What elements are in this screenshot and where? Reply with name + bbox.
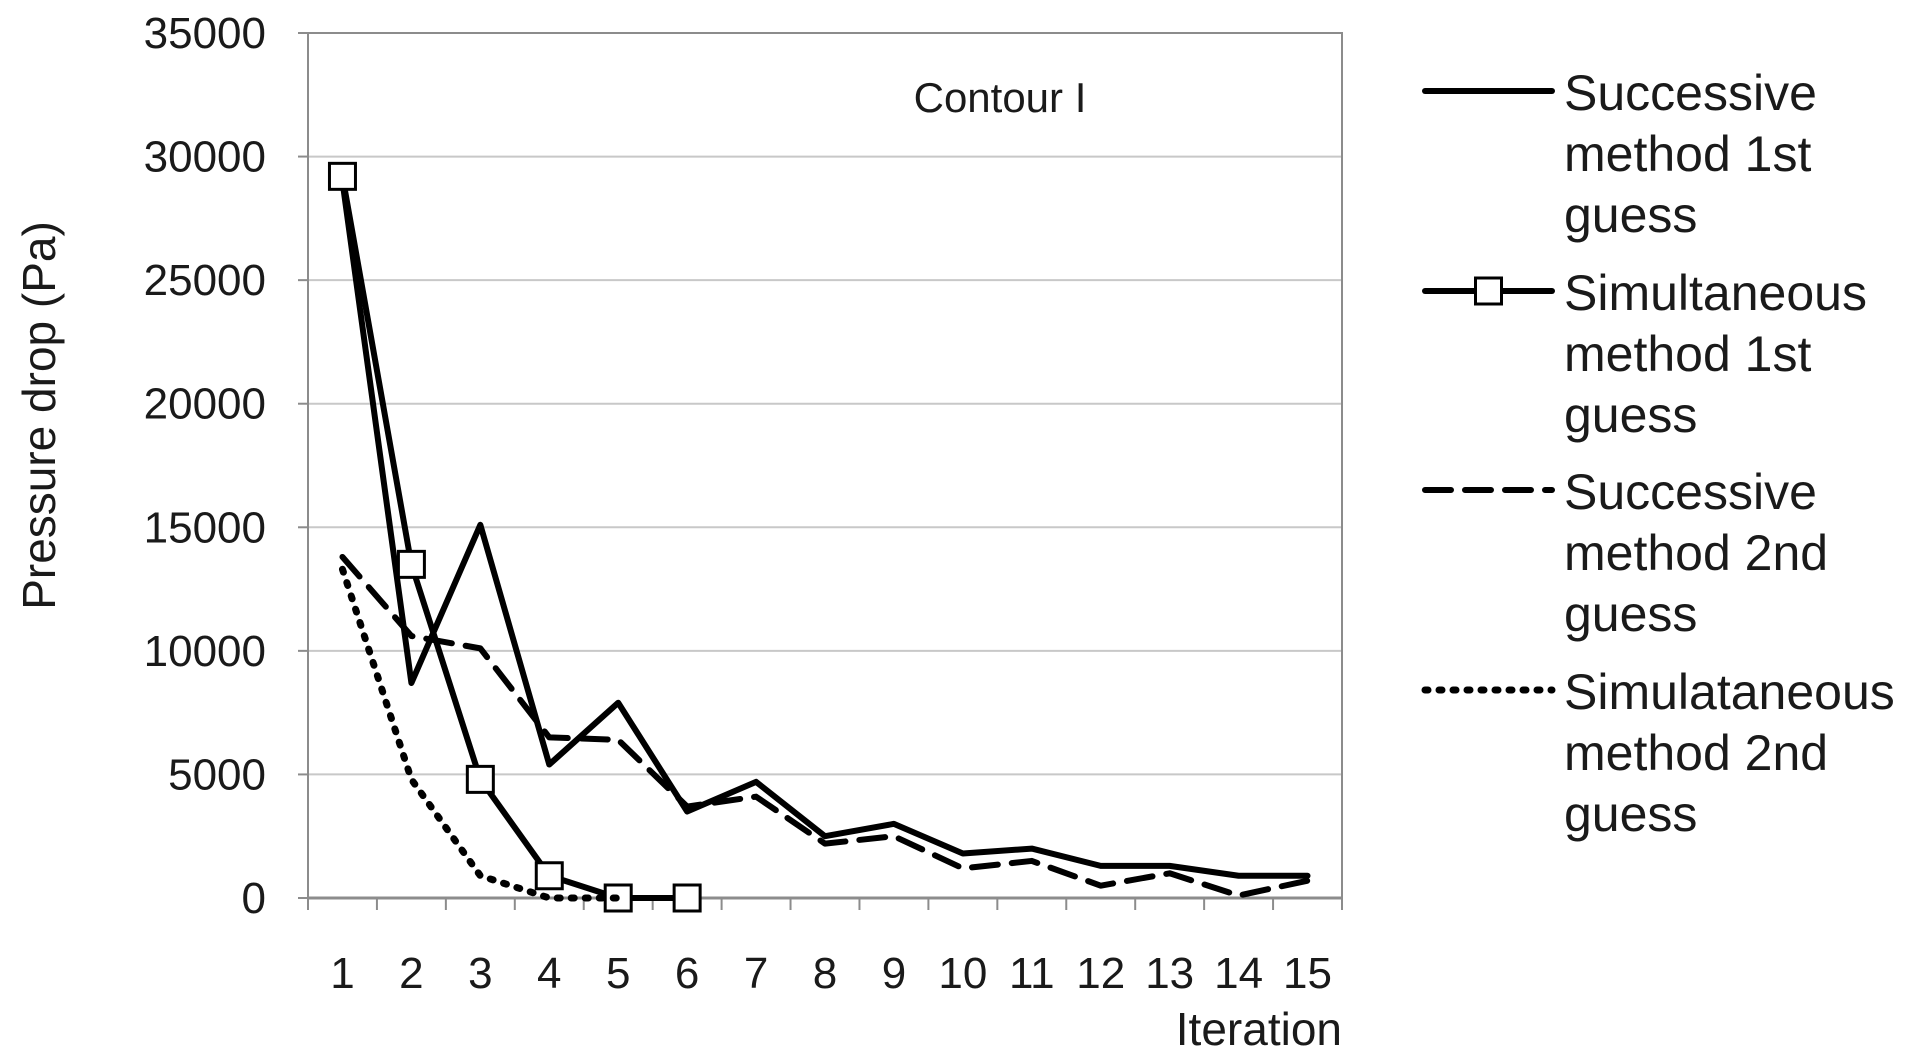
- x-tick-label: 14: [1214, 949, 1263, 998]
- legend-label: Simultaneous: [1564, 265, 1867, 321]
- data-point-marker: [672, 883, 702, 913]
- x-tick-label: 13: [1145, 949, 1194, 998]
- x-tick-label: 12: [1076, 949, 1125, 998]
- y-tick-label: 15000: [144, 503, 266, 552]
- data-point-marker: [396, 549, 426, 579]
- y-axis-tick-labels: 0 5000 10000 15000 20000 25000 30000 35000: [144, 9, 266, 923]
- y-tick-label: 20000: [144, 380, 266, 429]
- legend-label: method 1st: [1564, 126, 1811, 182]
- x-axis-label: Iteration: [1176, 1003, 1342, 1052]
- legend-label: Successive: [1564, 65, 1817, 121]
- legend-marker: [1474, 276, 1503, 306]
- series-line-3: [339, 553, 1311, 899]
- legend-label: guess: [1564, 187, 1697, 243]
- chart-annotation: Contour I: [914, 74, 1087, 121]
- x-axis-tick-marks: [307, 898, 1343, 910]
- legend-label: method 1st: [1564, 326, 1811, 382]
- data-point-marker: [327, 161, 357, 191]
- legend-label: guess: [1564, 586, 1697, 642]
- legend-label: method 2nd: [1564, 525, 1828, 581]
- x-tick-label: 4: [537, 949, 561, 998]
- x-tick-label: 1: [330, 949, 354, 998]
- y-tick-label: 10000: [144, 627, 266, 676]
- x-tick-label: 8: [813, 949, 837, 998]
- x-axis-tick-labels: 1 2 3 4 5 6 7 8 9 10 11 12 13 14 15: [330, 949, 1332, 998]
- series-line-4: [338, 565, 622, 902]
- legend-label: method 2nd: [1564, 725, 1828, 781]
- x-tick-label: 3: [468, 949, 492, 998]
- x-tick-label: 5: [606, 949, 630, 998]
- legend-label: Successive: [1564, 464, 1817, 520]
- y-tick-label: 0: [242, 874, 266, 923]
- x-tick-label: 6: [675, 949, 699, 998]
- y-axis-label: Pressure drop (Pa): [13, 221, 65, 610]
- x-tick-label: 10: [938, 949, 987, 998]
- series-lines: [327, 161, 1311, 913]
- y-tick-label: 5000: [168, 750, 266, 799]
- series-line-1: [339, 178, 1311, 879]
- plot-area-frame: [307, 32, 1343, 899]
- gridlines: [298, 32, 1342, 899]
- legend-label: guess: [1564, 786, 1697, 842]
- y-tick-label: 35000: [144, 9, 266, 58]
- x-tick-label: 7: [744, 949, 768, 998]
- y-tick-label: 30000: [144, 133, 266, 182]
- x-tick-label: 11: [1009, 949, 1055, 998]
- y-tick-label: 25000: [144, 256, 266, 305]
- data-point-marker: [534, 861, 564, 891]
- legend-label: Simulataneous: [1564, 664, 1895, 720]
- x-tick-label: 2: [399, 949, 423, 998]
- x-tick-label: 9: [882, 949, 906, 998]
- legend-label: guess: [1564, 387, 1697, 443]
- x-tick-label: 15: [1283, 949, 1332, 998]
- data-point-marker: [465, 764, 495, 794]
